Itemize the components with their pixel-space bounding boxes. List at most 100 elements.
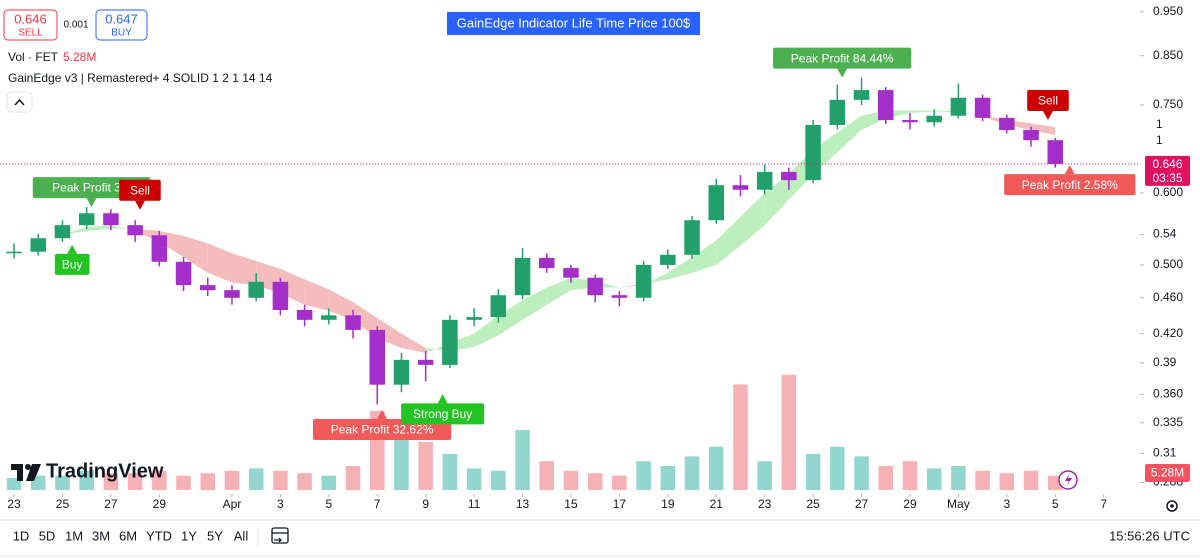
buy-button[interactable]: [95, 9, 148, 41]
y-tick-label: 0.420: [1153, 326, 1183, 340]
sell-button[interactable]: [3, 9, 58, 41]
calendar-icon[interactable]: [271, 527, 289, 544]
candle-body: [127, 225, 143, 236]
x-tick-label: 11: [468, 497, 481, 511]
volume-legend-value: 5.28M: [63, 50, 96, 64]
range-button[interactable]: 5D: [39, 528, 56, 543]
volume-bar: [587, 473, 603, 490]
settings-icon[interactable]: [1166, 500, 1178, 512]
candle-body: [345, 315, 361, 330]
x-tick-label: 23: [758, 497, 772, 511]
x-tick-label: 25: [806, 497, 820, 511]
candle-body: [708, 185, 725, 221]
ribbon-segment: [353, 302, 378, 339]
y-tick-label: 0.39: [1153, 355, 1177, 369]
volume-bar: [854, 456, 869, 490]
volume-bar: [805, 454, 821, 490]
range-button[interactable]: YTD: [146, 528, 172, 543]
volume-bar: [975, 470, 990, 490]
y-tick-label: 0.750: [1153, 97, 1183, 111]
overlay-layer: 0.646 SELL 0.001 0.647 BUY Vol · FET 5.2…: [0, 4, 1200, 557]
candle-body: [466, 317, 482, 320]
y-tick-label: 0.950: [1153, 4, 1183, 18]
signal-label: Peak Profit 2.58%: [1022, 178, 1118, 192]
candle-body: [732, 185, 749, 190]
candle-body: [417, 359, 434, 365]
x-tick-label: 19: [661, 497, 675, 511]
last-price-label: 0.646: [1152, 157, 1182, 171]
signal-label: Sell: [1038, 94, 1058, 108]
ribbon-segment: [231, 253, 257, 286]
countdown: 03:35: [1152, 171, 1182, 185]
candle-body: [1023, 130, 1039, 141]
x-tick-label: 25: [56, 497, 70, 511]
range-button[interactable]: 1D: [13, 528, 30, 543]
range-button[interactable]: 3M: [92, 528, 110, 543]
candle-body: [853, 90, 870, 100]
candle-body: [296, 309, 313, 320]
ribbon-segment: [425, 343, 450, 353]
candle-body: [902, 120, 918, 123]
volume-bar: [176, 475, 191, 490]
signal-box: [1027, 90, 1069, 112]
range-button[interactable]: 1Y: [181, 528, 197, 543]
volume-bar: [491, 470, 506, 490]
signal-arrow: [1042, 111, 1053, 121]
candle-body: [6, 251, 22, 254]
last-price-badge: [1145, 155, 1190, 186]
candle-body: [514, 257, 531, 296]
candle-body: [103, 213, 119, 226]
x-tick-label: 7: [1100, 497, 1107, 511]
signal-arrow: [437, 394, 448, 404]
ribbon-segment: [764, 173, 789, 226]
x-tick-label: 29: [153, 497, 167, 511]
volume-bar: [55, 475, 70, 490]
volume-bar: [248, 468, 264, 490]
sell-price: 0.646: [14, 11, 47, 26]
candle-body: [151, 235, 168, 262]
x-tick-label: 3: [1003, 497, 1010, 511]
volume-bar: [926, 468, 942, 490]
range-button[interactable]: 1M: [65, 528, 83, 543]
signal-arrow: [134, 200, 145, 210]
signal-arrow: [67, 244, 78, 254]
volume-bar: [878, 466, 894, 490]
candle-layer: [6, 77, 1063, 405]
x-tick-label: May: [947, 497, 970, 511]
x-tick-label: 5: [1052, 497, 1059, 511]
signal-box: [773, 47, 912, 69]
x-tick-label: 9: [422, 497, 429, 511]
sell-label: SELL: [18, 28, 43, 39]
candle-body: [539, 257, 555, 269]
signal: Sell: [119, 179, 161, 210]
volume-bar: [636, 461, 651, 490]
volume-bar: [200, 473, 216, 490]
range-button[interactable]: 5Y: [207, 528, 223, 543]
candle-body: [805, 124, 821, 181]
signal-label: Buy: [62, 258, 83, 272]
candle-body: [248, 281, 264, 298]
volume-badge-label: 5.28M: [1151, 466, 1184, 480]
ribbon-segment: [619, 283, 644, 288]
volume-bar: [466, 468, 482, 490]
calendar-body: [271, 527, 289, 544]
volume-layer: [6, 374, 1063, 490]
buy-label: BUY: [111, 28, 132, 39]
volume-bar: [733, 384, 748, 490]
x-tick-label: 17: [613, 497, 627, 511]
range-button[interactable]: All: [234, 528, 249, 543]
x-tick-label: 5: [325, 497, 332, 511]
logo-text: TradingView: [46, 460, 164, 482]
y-tick-label: 0.500: [1153, 257, 1183, 271]
volume-bar: [79, 470, 94, 490]
signal-arrow: [837, 68, 848, 78]
signal-arrow: [377, 410, 388, 420]
x-tick-label: 3: [277, 497, 284, 511]
collapse-button[interactable]: [6, 91, 33, 113]
range-button[interactable]: 6M: [119, 528, 137, 543]
candle-body: [587, 277, 603, 296]
x-tick-label: 27: [104, 497, 118, 511]
candle-body: [175, 261, 192, 286]
